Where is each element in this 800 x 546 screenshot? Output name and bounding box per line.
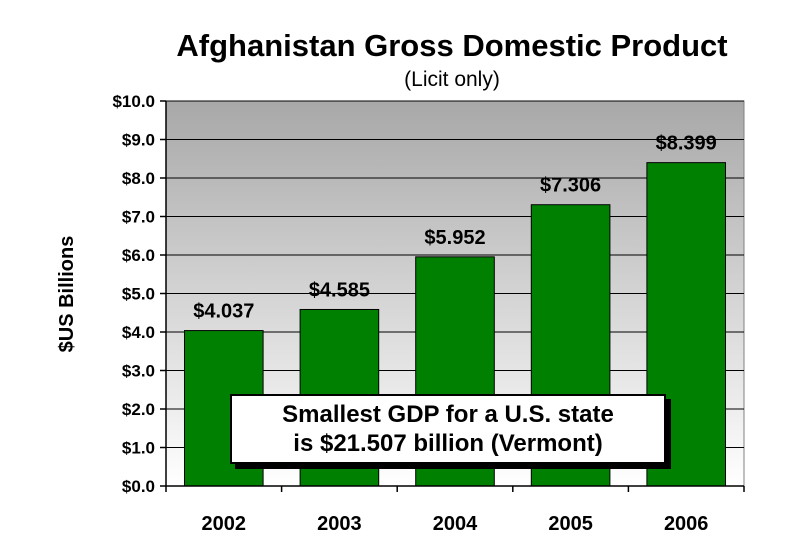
x-tick-label-2005: 2005 xyxy=(548,513,593,535)
chart-title: Afghanistan Gross Domestic Product xyxy=(176,28,727,63)
data-label-2005: $7.306 xyxy=(540,175,601,197)
y-tick-label: $6.0 xyxy=(122,246,155,265)
chart-subtitle: (Licit only) xyxy=(404,68,500,91)
annotation-line-1: Smallest GDP for a U.S. state xyxy=(282,401,614,428)
data-label-2004: $5.952 xyxy=(424,227,485,249)
annotation-line-2: is $21.507 billion (Vermont) xyxy=(293,430,603,457)
y-tick-label: $8.0 xyxy=(122,169,155,188)
y-tick-label: $9.0 xyxy=(122,131,155,150)
y-tick-labels: $0.0 $1.0 $2.0 $3.0 $4.0 $5.0 $6.0 $7.0 $8.0 $9.0… xyxy=(112,92,155,496)
x-tick-labels: 2002 2003 2004 2005 2006 xyxy=(202,513,709,535)
y-tick-label: $7.0 xyxy=(122,208,155,227)
y-tick-label: $2.0 xyxy=(122,400,155,419)
y-tick-label: $5.0 xyxy=(122,285,155,304)
data-label-2003: $4.585 xyxy=(309,279,370,301)
x-tick-label-2004: 2004 xyxy=(433,513,478,535)
data-label-2002: $4.037 xyxy=(193,301,254,323)
y-tick-label: $3.0 xyxy=(122,362,155,381)
y-axis-title: $US Billions xyxy=(56,236,78,353)
y-tick-label: $4.0 xyxy=(122,323,155,342)
y-tick-label: $1.0 xyxy=(122,439,155,458)
y-tick-label: $0.0 xyxy=(122,477,155,496)
axes xyxy=(160,100,745,492)
x-tick-label-2003: 2003 xyxy=(317,513,362,535)
x-tick-label-2006: 2006 xyxy=(664,513,709,535)
x-tick-label-2002: 2002 xyxy=(202,513,247,535)
y-tick-label: $10.0 xyxy=(112,92,155,111)
data-labels: $4.037 $4.585 $5.952 $7.306 $8.399 xyxy=(193,133,717,323)
data-label-2006: $8.399 xyxy=(656,133,717,155)
annotation-box: Smallest GDP for a U.S. state is $21.507… xyxy=(230,394,666,464)
